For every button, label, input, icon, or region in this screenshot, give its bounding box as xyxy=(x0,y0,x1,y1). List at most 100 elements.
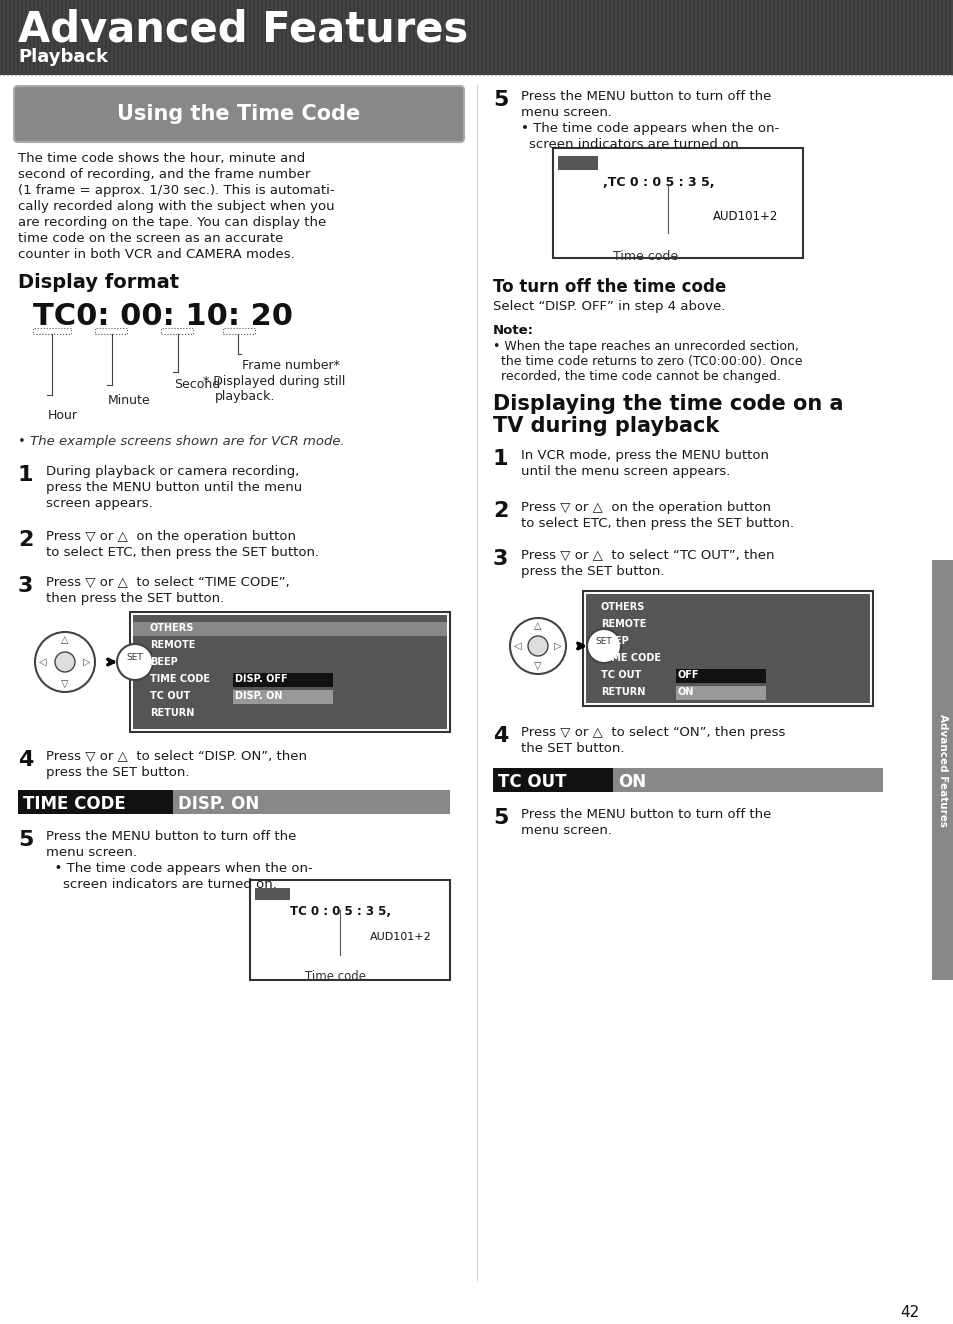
Text: Time code: Time code xyxy=(613,250,678,263)
Text: ◁: ◁ xyxy=(514,641,521,651)
FancyBboxPatch shape xyxy=(0,0,953,75)
Text: are recording on the tape. You can display the: are recording on the tape. You can displ… xyxy=(18,216,326,229)
Text: Press the MENU button to turn off the: Press the MENU button to turn off the xyxy=(46,830,296,843)
Text: TIME CODE: TIME CODE xyxy=(150,674,210,685)
FancyBboxPatch shape xyxy=(931,560,953,980)
Text: Minute: Minute xyxy=(108,395,151,406)
Text: ON: ON xyxy=(678,687,694,696)
FancyBboxPatch shape xyxy=(132,622,447,636)
Text: 3: 3 xyxy=(493,549,508,569)
FancyBboxPatch shape xyxy=(676,686,765,700)
Text: second of recording, and the frame number: second of recording, and the frame numbe… xyxy=(18,168,310,181)
Text: TC0: 00: 10: 20: TC0: 00: 10: 20 xyxy=(33,302,293,331)
FancyBboxPatch shape xyxy=(558,156,598,169)
Circle shape xyxy=(117,643,152,681)
Text: to select ETC, then press the SET button.: to select ETC, then press the SET button… xyxy=(520,516,793,530)
Text: AUD101+2: AUD101+2 xyxy=(370,932,432,941)
FancyBboxPatch shape xyxy=(676,669,765,683)
Text: Select “DISP. OFF” in step 4 above.: Select “DISP. OFF” in step 4 above. xyxy=(493,301,724,312)
Text: 4: 4 xyxy=(493,726,508,745)
Text: Press ▽ or △  on the operation button: Press ▽ or △ on the operation button xyxy=(46,530,295,543)
Text: menu screen.: menu screen. xyxy=(520,106,612,119)
Text: Playback: Playback xyxy=(18,48,108,66)
Text: Second: Second xyxy=(173,377,220,391)
Text: TIME CODE: TIME CODE xyxy=(600,653,660,663)
Text: BEEP: BEEP xyxy=(600,636,628,646)
FancyBboxPatch shape xyxy=(14,86,463,142)
Text: then press the SET button.: then press the SET button. xyxy=(46,592,224,605)
Text: ▷: ▷ xyxy=(83,657,91,667)
Text: screen indicators are turned on.: screen indicators are turned on. xyxy=(46,878,276,891)
Text: TC OUT: TC OUT xyxy=(497,773,566,790)
Text: menu screen.: menu screen. xyxy=(520,824,612,837)
Text: Time code: Time code xyxy=(305,970,366,982)
Text: cally recorded along with the subject when you: cally recorded along with the subject wh… xyxy=(18,200,335,213)
Text: During playback or camera recording,: During playback or camera recording, xyxy=(46,465,299,478)
Text: 5: 5 xyxy=(18,830,33,850)
Text: OFF: OFF xyxy=(678,670,699,681)
Text: press the SET button.: press the SET button. xyxy=(520,565,664,579)
Text: SET: SET xyxy=(595,637,612,646)
Text: 1: 1 xyxy=(18,465,33,485)
Text: 42: 42 xyxy=(900,1305,919,1320)
Text: Press ▽ or △  on the operation button: Press ▽ or △ on the operation button xyxy=(520,500,770,514)
FancyBboxPatch shape xyxy=(613,768,882,792)
Text: DISP. ON: DISP. ON xyxy=(178,794,259,813)
Text: • The example screens shown are for VCR mode.: • The example screens shown are for VCR … xyxy=(18,436,344,448)
Text: screen appears.: screen appears. xyxy=(46,496,152,510)
Text: 2: 2 xyxy=(18,530,33,549)
Text: Press the MENU button to turn off the: Press the MENU button to turn off the xyxy=(520,808,771,821)
Text: Displaying the time code on a: Displaying the time code on a xyxy=(493,395,842,414)
Text: OTHERS: OTHERS xyxy=(150,624,194,633)
Text: The time code shows the hour, minute and: The time code shows the hour, minute and xyxy=(18,152,305,166)
FancyBboxPatch shape xyxy=(254,888,290,900)
Text: ▷: ▷ xyxy=(554,641,561,651)
Text: AUD101+2: AUD101+2 xyxy=(712,211,778,222)
FancyBboxPatch shape xyxy=(0,45,953,75)
Circle shape xyxy=(55,651,75,673)
Text: counter in both VCR and CAMERA modes.: counter in both VCR and CAMERA modes. xyxy=(18,248,294,261)
Text: * Displayed during still: * Displayed during still xyxy=(203,375,345,388)
Text: Hour: Hour xyxy=(48,409,78,422)
Text: Frame number*: Frame number* xyxy=(242,359,339,372)
Text: until the menu screen appears.: until the menu screen appears. xyxy=(520,465,730,478)
Text: TIME CODE: TIME CODE xyxy=(23,794,126,813)
Text: RETURN: RETURN xyxy=(150,708,194,718)
Text: press the MENU button until the menu: press the MENU button until the menu xyxy=(46,481,302,494)
Text: • The time code appears when the on-: • The time code appears when the on- xyxy=(520,122,779,135)
Text: time code on the screen as an accurate: time code on the screen as an accurate xyxy=(18,232,283,245)
Text: To turn off the time code: To turn off the time code xyxy=(493,278,725,297)
Text: (1 frame = approx. 1/30 sec.). This is automati-: (1 frame = approx. 1/30 sec.). This is a… xyxy=(18,184,335,197)
Text: 5: 5 xyxy=(493,90,508,110)
Text: Note:: Note: xyxy=(493,324,534,338)
Text: Advanced Features: Advanced Features xyxy=(18,8,468,50)
Text: Advanced Features: Advanced Features xyxy=(937,714,947,826)
Text: SET: SET xyxy=(127,654,143,662)
FancyBboxPatch shape xyxy=(130,612,450,732)
Text: TC OUT: TC OUT xyxy=(600,670,640,681)
Text: DISP. OFF: DISP. OFF xyxy=(234,674,287,685)
Text: In VCR mode, press the MENU button: In VCR mode, press the MENU button xyxy=(520,449,768,462)
Text: Press ▽ or △  to select “ON”, then press: Press ▽ or △ to select “ON”, then press xyxy=(520,726,784,739)
Text: • The time code appears when the on-: • The time code appears when the on- xyxy=(46,862,313,875)
Text: Using the Time Code: Using the Time Code xyxy=(117,105,360,124)
Text: 3: 3 xyxy=(18,576,33,596)
Text: ▽: ▽ xyxy=(61,679,69,688)
Text: Press ▽ or △  to select “DISP. ON”, then: Press ▽ or △ to select “DISP. ON”, then xyxy=(46,749,307,763)
Text: the time code returns to zero (TC0:00:00). Once: the time code returns to zero (TC0:00:00… xyxy=(493,355,801,368)
Text: ON: ON xyxy=(618,773,645,790)
Text: RETURN: RETURN xyxy=(600,687,644,696)
Text: playback.: playback. xyxy=(214,391,275,402)
FancyBboxPatch shape xyxy=(233,690,333,704)
Text: OTHERS: OTHERS xyxy=(600,602,644,612)
Text: 1: 1 xyxy=(493,449,508,469)
Text: 5: 5 xyxy=(493,808,508,828)
FancyBboxPatch shape xyxy=(132,616,447,730)
Text: menu screen.: menu screen. xyxy=(46,846,137,859)
FancyBboxPatch shape xyxy=(582,591,872,706)
Text: to select ETC, then press the SET button.: to select ETC, then press the SET button… xyxy=(46,545,319,559)
FancyBboxPatch shape xyxy=(585,594,869,703)
Text: REMOTE: REMOTE xyxy=(600,620,646,629)
Text: REMOTE: REMOTE xyxy=(150,639,195,650)
Text: the SET button.: the SET button. xyxy=(520,741,624,755)
